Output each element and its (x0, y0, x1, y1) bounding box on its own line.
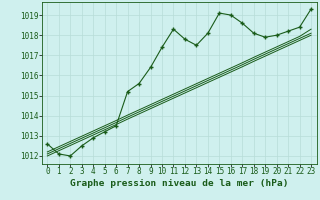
X-axis label: Graphe pression niveau de la mer (hPa): Graphe pression niveau de la mer (hPa) (70, 179, 288, 188)
